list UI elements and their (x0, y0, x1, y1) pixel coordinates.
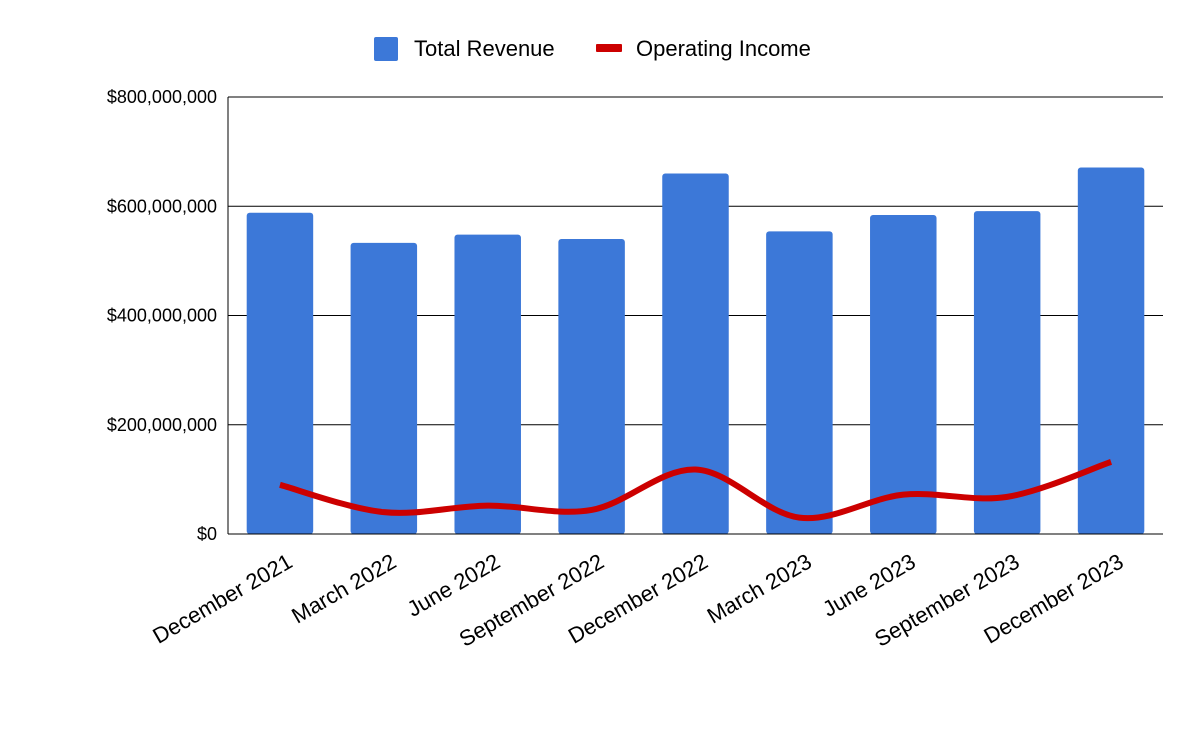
y-tick-label: $400,000,000 (107, 306, 217, 326)
y-tick-label: $800,000,000 (107, 87, 217, 107)
x-tick-label: December 2021 (148, 549, 296, 649)
legend-label-total-revenue: Total Revenue (414, 36, 555, 61)
bar (350, 242, 418, 534)
bar (766, 231, 833, 534)
y-tick-label: $600,000,000 (107, 196, 217, 216)
bar (870, 214, 937, 535)
line-path (279, 459, 1113, 522)
y-axis-tick-labels: $0 $200,000,000 $400,000,000 $600,000,000 $8… (107, 87, 217, 544)
legend-swatch-total-revenue (374, 37, 398, 61)
bar (246, 212, 314, 534)
bar (662, 173, 729, 534)
bar (973, 211, 1041, 534)
bar (1077, 167, 1145, 534)
legend-item-operating-income: Operating Income (596, 36, 811, 61)
legend: Total Revenue Operating Income (374, 36, 811, 61)
legend-swatch-operating-income (596, 44, 622, 52)
y-tick-label: $200,000,000 (107, 415, 217, 435)
x-tick-label: March 2023 (703, 549, 816, 629)
y-tick-label: $0 (197, 524, 217, 544)
bar (454, 234, 521, 534)
line-series-operating-income (279, 459, 1113, 522)
bar (558, 239, 625, 534)
legend-item-total-revenue: Total Revenue (374, 36, 555, 61)
legend-label-operating-income: Operating Income (636, 36, 811, 61)
x-tick-label: March 2022 (287, 549, 400, 629)
bar-series-total-revenue (246, 167, 1145, 535)
